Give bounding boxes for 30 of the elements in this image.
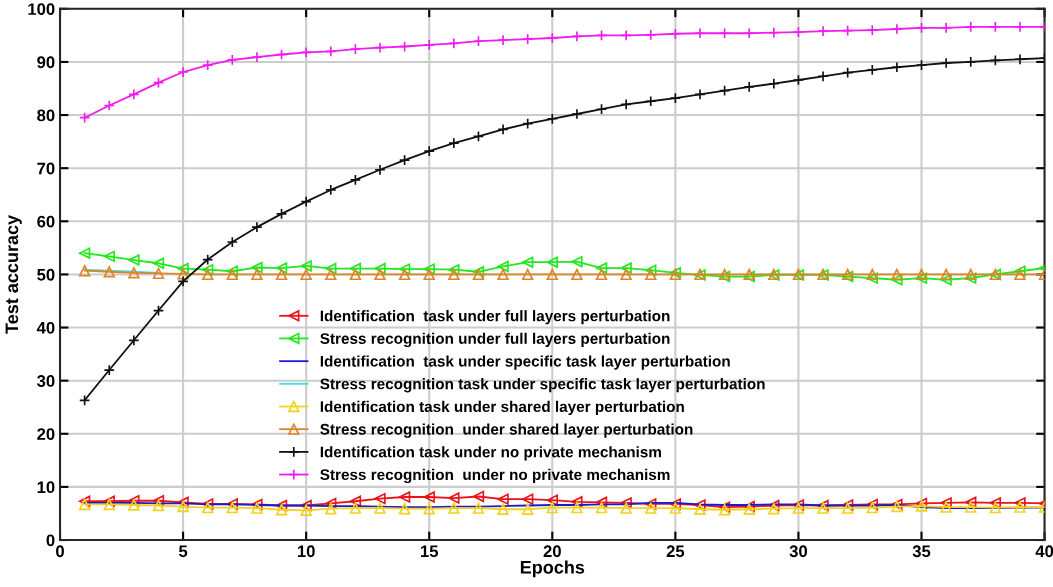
y-tick-label: 70 [37, 162, 55, 175]
x-axis-title: Epochs [520, 560, 585, 578]
legend-label: Identification task under full layers perturbation [320, 310, 670, 325]
legend-label: Identification task under specific task layer perturbation [320, 355, 730, 370]
y-tick-label: 0 [46, 534, 55, 547]
y-tick-label: 80 [37, 109, 55, 122]
y-tick-label: 90 [37, 56, 55, 69]
x-tick-label: 20 [543, 545, 561, 558]
x-tick-label: 35 [912, 545, 931, 558]
x-tick-label: 10 [297, 545, 315, 558]
y-tick-label: 20 [37, 428, 55, 440]
x-tick-label: 25 [666, 545, 685, 558]
y-tick-label: 50 [37, 268, 55, 281]
y-tick-label: 30 [37, 375, 55, 387]
x-tick-label: 0 [56, 545, 64, 558]
legend-label: Stress recognition under full layers perturbation [320, 332, 670, 348]
y-axis-title: Test accuracy [5, 214, 22, 334]
x-tick-label: 30 [789, 545, 808, 558]
legend-label: Stress recognition under shared layer perturbation [320, 423, 693, 438]
y-tick-label: 10 [37, 481, 55, 494]
x-tick-label: 5 [178, 545, 188, 558]
legend-label: Identification task under no private mechanism [320, 446, 661, 461]
y-tick-label: 60 [37, 215, 55, 228]
legend-label: Stress recognition task under specific task layer perturbation [320, 378, 765, 393]
y-tick-label: 40 [36, 321, 55, 334]
legend-label: Identification task under shared layer perturbation [320, 400, 684, 416]
y-tick-label: 100 [28, 3, 55, 16]
x-tick-label: 40 [1035, 545, 1053, 558]
x-tick-label: 15 [421, 545, 439, 558]
legend-label: Stress recognition under no private mechanism [320, 468, 670, 484]
